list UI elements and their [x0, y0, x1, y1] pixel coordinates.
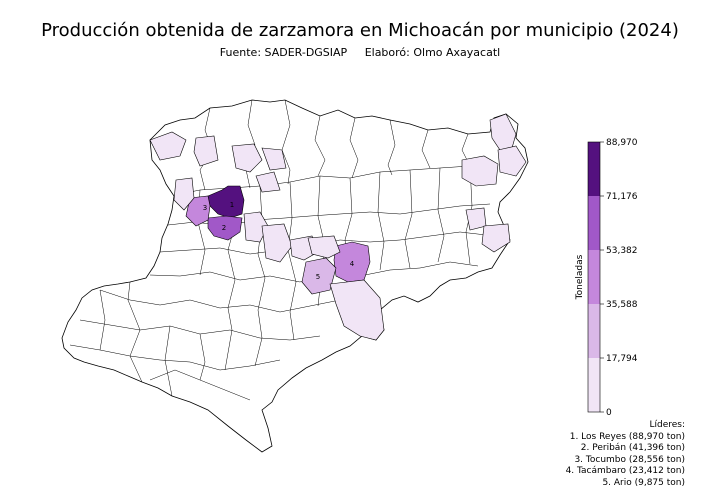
- leader-item-4: 4. Tacámbaro (23,412 ton): [565, 466, 685, 476]
- colorbar-tick-5: 88,970: [606, 138, 638, 148]
- map-label-4: 4: [350, 260, 355, 268]
- source-text: Fuente: SADER-DGSIAP: [219, 46, 348, 59]
- leader-item-1: 1. Los Reyes (88,970 ton): [569, 431, 685, 442]
- colorbar-segment-5: [588, 142, 600, 196]
- municipality-light-2: [193, 135, 219, 167]
- leader-item-2: 2. Peribán (41,396 ton): [580, 443, 685, 453]
- author-text: Elaboró: Olmo Axayacatl: [364, 46, 501, 59]
- colorbar-frame: [587, 141, 601, 413]
- municipality-light-3: [231, 143, 263, 173]
- municipality-light-12: [461, 155, 499, 187]
- colorbar-label: Toneladas: [575, 254, 585, 300]
- municipality-light-6: [173, 177, 195, 211]
- michoacan-outline: [61, 99, 529, 453]
- colorbar: 0 17,794 35,588 53,382 71,176 88,970 Ton…: [575, 138, 638, 418]
- municipality-ario: [301, 257, 337, 295]
- map-label-1: 1: [230, 201, 234, 209]
- map-subtitle: Fuente: SADER-DGSIAP Elaboró: Olmo Axaya…: [0, 46, 720, 59]
- municipality-light-14: [497, 145, 527, 177]
- leaders-legend: Líderes: 1. Los Reyes (88,970 ton) 2. Pe…: [566, 420, 685, 489]
- map-label-3: 3: [203, 204, 207, 212]
- choropleth-fills: [149, 113, 527, 341]
- colorbar-segment-2: [588, 304, 600, 358]
- municipality-light-8: [261, 223, 293, 263]
- leader-item-3: 3. Tocumbo (28,556 ton): [574, 454, 685, 465]
- leaders-header: Líderes:: [649, 420, 685, 430]
- map-label-5: 5: [316, 273, 320, 281]
- colorbar-segment-4: [588, 196, 600, 250]
- colorbar-tick-2: 35,588: [606, 300, 638, 310]
- municipality-light-16: [481, 223, 511, 253]
- municipality-light-10: [307, 235, 341, 259]
- municipality-los-reyes: [207, 185, 245, 219]
- map-label-2: 2: [222, 224, 226, 232]
- colorbar-tick-1: 17,794: [606, 354, 638, 364]
- colorbar-tick-0: 0: [606, 408, 612, 418]
- municipality-light-4: [261, 147, 287, 171]
- municipality-light-5: [255, 171, 281, 193]
- colorbar-tick-4: 71,176: [606, 192, 638, 202]
- municipality-tocumbo: [185, 195, 211, 227]
- municipality-light-1: [149, 131, 187, 161]
- colorbar-segment-3: [588, 250, 600, 304]
- municipality-periban: [207, 215, 243, 241]
- map-title: Producción obtenida de zarzamora en Mich…: [41, 20, 679, 41]
- leader-item-5: 5. Ario (9,875 ton): [602, 477, 685, 488]
- municipality-light-11: [329, 279, 385, 341]
- colorbar-tick-3: 53,382: [606, 246, 638, 256]
- colorbar-segment-1: [588, 358, 600, 412]
